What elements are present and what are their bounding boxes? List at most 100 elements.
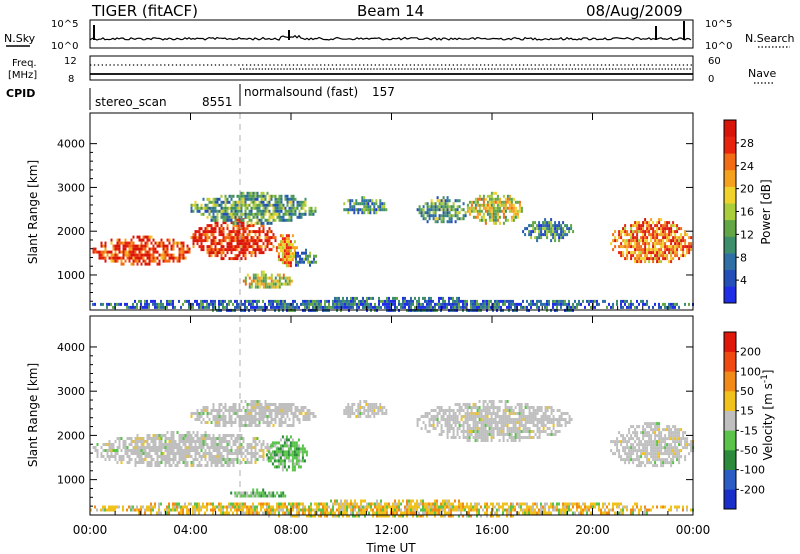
echo-cell — [258, 206, 261, 210]
echo-cell — [488, 433, 491, 436]
echo-cell — [228, 418, 231, 421]
echo-cell — [640, 455, 643, 459]
echo-cell — [484, 299, 486, 303]
echo-cell — [130, 443, 133, 446]
echo-cell — [252, 488, 255, 492]
echo-cell — [278, 215, 281, 219]
echo-cell — [128, 247, 131, 251]
echo-cell — [466, 433, 469, 436]
echo-cell — [536, 424, 539, 427]
echo-cell — [166, 238, 169, 242]
echo-cell — [234, 254, 237, 258]
echo-cell — [351, 199, 354, 203]
echo-cell — [248, 418, 251, 421]
echo-cell — [616, 440, 619, 444]
echo-cell — [244, 230, 247, 234]
echo-cell — [566, 227, 569, 231]
echo-cell — [448, 415, 451, 418]
echo-cell — [178, 241, 181, 245]
echo-cell — [636, 452, 639, 456]
echo-cell — [528, 406, 531, 409]
echo-cell — [674, 428, 677, 432]
echo-cell — [670, 245, 673, 249]
echo-cell — [192, 209, 195, 213]
echo-cell — [200, 455, 203, 458]
echo-cell — [264, 285, 267, 289]
echo-cell — [267, 459, 270, 463]
echo-cell — [224, 254, 227, 258]
echo-cell — [472, 436, 475, 439]
echo-cell — [285, 237, 288, 241]
echo-cell — [450, 424, 453, 427]
echo-cell — [534, 302, 536, 306]
echo-cell — [238, 254, 241, 258]
echo-cell — [432, 427, 435, 430]
echo-cell — [486, 436, 489, 439]
echo-cell — [522, 412, 525, 415]
echo-cell — [301, 450, 304, 454]
echo-cell — [100, 241, 103, 245]
echo-cell — [498, 409, 501, 412]
echo-cell — [212, 458, 215, 461]
echo-cell — [148, 256, 151, 260]
echo-cell — [678, 257, 681, 261]
echo-cell — [102, 508, 104, 512]
echo-cell — [357, 202, 360, 206]
echo-cell — [654, 452, 657, 456]
echo-cell — [152, 437, 155, 440]
echo-cell — [498, 427, 501, 430]
echo-cell — [678, 461, 681, 465]
echo-cell — [446, 202, 449, 206]
echo-cell — [303, 260, 305, 264]
echo-cell — [514, 439, 517, 442]
echo-cell — [168, 440, 171, 443]
echo-cell — [254, 415, 257, 418]
echo-cell — [630, 455, 633, 459]
echo-cell — [496, 406, 499, 409]
echo-cell — [664, 305, 666, 309]
echo-cell — [375, 208, 378, 212]
echo-cell — [268, 197, 271, 201]
echo-cell — [490, 433, 493, 436]
echo-cell — [488, 424, 491, 427]
echo-cell — [552, 427, 555, 430]
echo-cell — [244, 242, 247, 246]
echo-cell — [254, 400, 257, 403]
echo-cell — [344, 299, 346, 303]
echo-cell — [656, 458, 659, 462]
echo-cell — [204, 409, 207, 412]
echo-cell — [534, 415, 537, 418]
echo-cell — [262, 227, 265, 231]
echo-cell — [271, 441, 274, 445]
echo-cell — [348, 299, 350, 303]
echo-cell — [432, 418, 435, 421]
echo-cell — [542, 412, 545, 415]
echo-cell — [502, 409, 505, 412]
echo-cell — [196, 299, 198, 303]
echo-cell — [260, 209, 263, 213]
echo-cell — [666, 236, 669, 240]
echo-cell — [474, 436, 477, 439]
echo-cell — [476, 302, 478, 306]
echo-cell — [242, 452, 245, 455]
echo-cell — [540, 424, 543, 427]
echo-cell — [212, 227, 215, 231]
echo-cell — [166, 452, 169, 455]
echo-cell — [132, 256, 135, 260]
echo-cell — [188, 434, 191, 437]
echo-cell — [146, 235, 149, 239]
echo-cell — [252, 406, 255, 409]
echo-cell — [122, 508, 124, 512]
echo-cell — [228, 206, 231, 210]
echo-cell — [652, 236, 655, 240]
echo-cell — [214, 458, 217, 461]
echo-cell — [254, 491, 257, 495]
echo-cell — [130, 250, 133, 254]
echo-cell — [192, 431, 195, 434]
echo-cell — [662, 230, 665, 234]
echo-cell — [282, 494, 285, 498]
echo-cell — [430, 424, 433, 427]
echo-cell — [346, 299, 348, 303]
echo-cell — [246, 233, 249, 237]
echo-cell — [266, 455, 269, 458]
